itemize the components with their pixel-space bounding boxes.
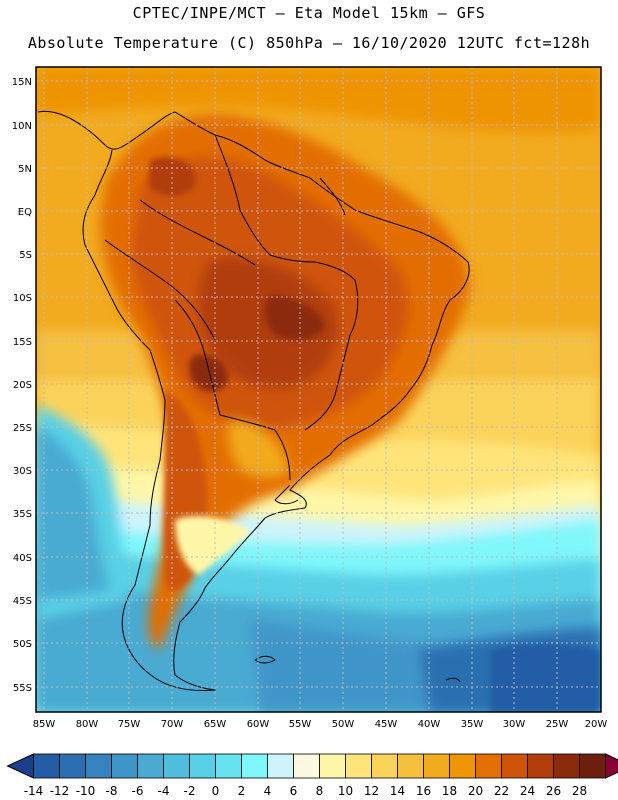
- colorbar-cell: [267, 753, 294, 779]
- lon-label: 80W: [76, 719, 99, 730]
- colorbar-cell: [423, 753, 450, 779]
- lon-label: 85W: [33, 719, 56, 730]
- colorbar-label: 4: [264, 784, 272, 798]
- colorbar-cell: [501, 753, 528, 779]
- colorbar-label: 2: [238, 784, 246, 798]
- colorbar-cell: [371, 753, 398, 779]
- colorbar-cell: [345, 753, 372, 779]
- colorbar-cell: [215, 753, 242, 779]
- colorbar-label: 18: [442, 784, 457, 798]
- lon-label: 45W: [375, 719, 398, 730]
- lat-label: 10N: [12, 121, 32, 132]
- colorbar-label: 14: [390, 784, 405, 798]
- colorbar-label: 12: [364, 784, 379, 798]
- colorbar-arrow-high: [605, 753, 618, 779]
- lat-label: 55S: [13, 683, 32, 694]
- colorbar-label: -2: [184, 784, 196, 798]
- colorbar-cell: [397, 753, 424, 779]
- colorbar-label: 22: [494, 784, 509, 798]
- lat-label: 40S: [13, 553, 32, 564]
- colorbar-label: -8: [106, 784, 118, 798]
- colorbar: -14 -12 -10 -8 -6 -4 -2 0 2 4 6 8 10 12 …: [6, 753, 618, 798]
- colorbar-cell: [579, 753, 606, 779]
- lon-label: 35W: [461, 719, 484, 730]
- colorbar-cell: [85, 753, 112, 779]
- colorbar-label: 10: [338, 784, 353, 798]
- title-line-1: CPTEC/INPE/MCT – Eta Model 15km – GFS: [132, 4, 486, 22]
- colorbar-label: 20: [468, 784, 483, 798]
- colorbar-label: -14: [24, 784, 44, 798]
- lon-label: 60W: [247, 719, 270, 730]
- graticule: [36, 67, 601, 712]
- lon-label: 70W: [161, 719, 184, 730]
- lat-label: 50S: [13, 639, 32, 650]
- lat-label: 5N: [18, 164, 32, 175]
- lat-label: 20S: [13, 380, 32, 391]
- lon-label: 50W: [332, 719, 355, 730]
- colorbar-label: -12: [50, 784, 70, 798]
- lat-label: 30S: [13, 466, 32, 477]
- lat-label: 35S: [13, 509, 32, 520]
- colorbar-cell: [449, 753, 476, 779]
- lat-label: 15S: [13, 337, 32, 348]
- colorbar-label: 28: [572, 784, 587, 798]
- lat-label: 5S: [19, 250, 32, 261]
- colorbar-label: -6: [132, 784, 144, 798]
- lon-label: 20W: [585, 719, 608, 730]
- colorbar-label: 8: [316, 784, 324, 798]
- colorbar-cell: [163, 753, 190, 779]
- colorbar-label: 16: [416, 784, 431, 798]
- colorbar-cell: [475, 753, 502, 779]
- colorbar-cell: [241, 753, 268, 779]
- lon-label: 40W: [418, 719, 441, 730]
- title-line-2: Absolute Temperature (C) 850hPa – 16/10/…: [27, 34, 591, 52]
- colorbar-labels: -14 -12 -10 -8 -6 -4 -2 0 2 4 6 8 10 12 …: [24, 784, 587, 798]
- latitude-axis: 15N 10N 5N EQ 5S 10S 15S 20S 25S 30S 35S…: [12, 77, 32, 694]
- colorbar-cell: [33, 753, 60, 779]
- lat-label: 45S: [13, 596, 32, 607]
- colorbar-label: 26: [546, 784, 561, 798]
- colorbar-cell: [137, 753, 164, 779]
- colorbar-label: 24: [520, 784, 535, 798]
- colorbar-cell: [111, 753, 138, 779]
- colorbar-cell: [319, 753, 346, 779]
- colorbar-cell: [293, 753, 320, 779]
- colorbar-label: -10: [76, 784, 96, 798]
- lon-label: 25W: [546, 719, 569, 730]
- lon-label: 75W: [118, 719, 141, 730]
- longitude-axis: 85W 80W 75W 70W 65W 60W 55W 50W 45W 40W …: [33, 719, 608, 730]
- colorbar-label: -4: [158, 784, 170, 798]
- colorbar-cell: [553, 753, 580, 779]
- colorbar-arrow-low: [6, 753, 34, 779]
- lon-label: 55W: [289, 719, 312, 730]
- map-frame: [35, 66, 602, 713]
- colorbar-cells: [6, 753, 618, 779]
- lat-label: EQ: [18, 207, 32, 218]
- lat-label: 10S: [13, 293, 32, 304]
- lat-label: 15N: [12, 77, 32, 88]
- lon-label: 65W: [204, 719, 227, 730]
- map-field: [36, 67, 601, 712]
- colorbar-cell: [527, 753, 554, 779]
- colorbar-label: 6: [290, 784, 298, 798]
- lat-label: 25S: [13, 423, 32, 434]
- colorbar-cell: [189, 753, 216, 779]
- lon-label: 30W: [503, 719, 526, 730]
- colorbar-cell: [59, 753, 86, 779]
- colorbar-label: 0: [212, 784, 220, 798]
